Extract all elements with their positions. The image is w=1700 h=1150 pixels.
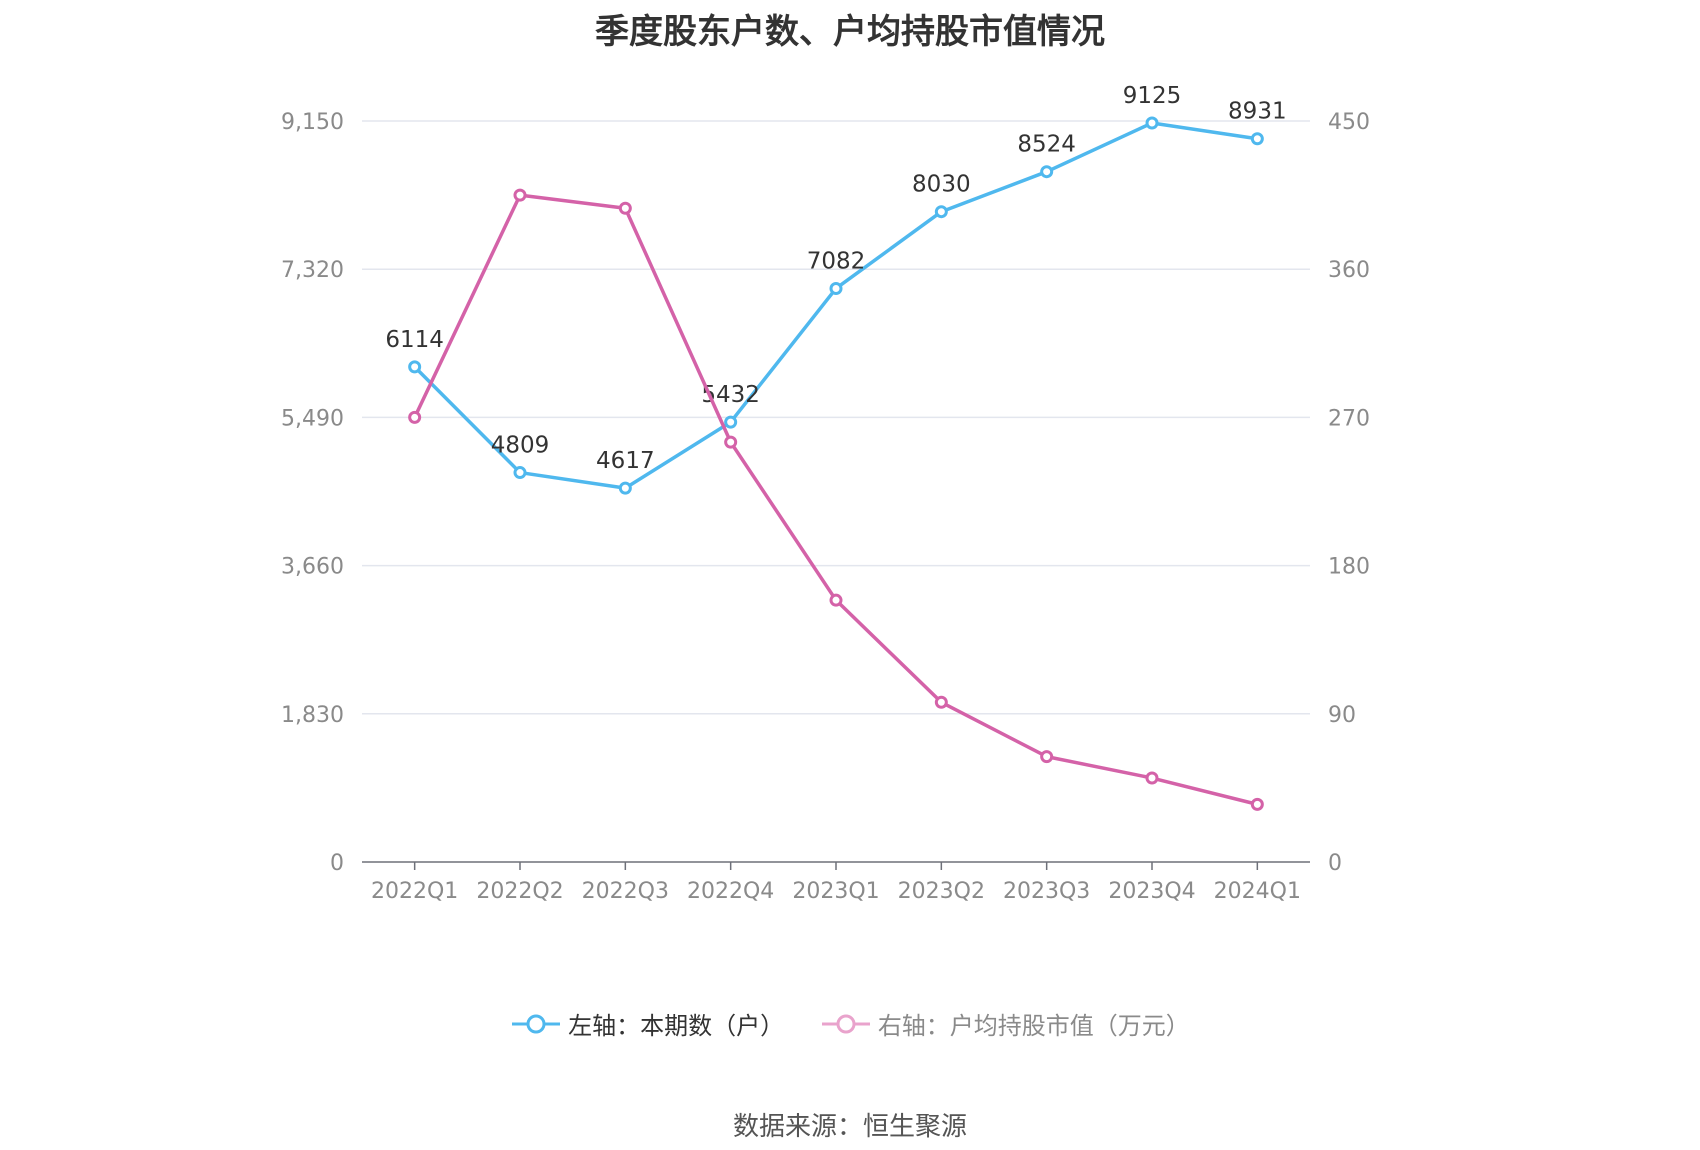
legend-marker-right-icon (821, 1014, 870, 1033)
data-point (408, 360, 422, 374)
legend-item-left-series[interactable]: 左轴：本期数（户） (510, 1006, 784, 1041)
chart-title: 季度股东户数、户均持股市值情况 (595, 12, 1105, 52)
data-source: 数据来源：恒生聚源 (732, 1112, 967, 1142)
data-point (1250, 797, 1264, 811)
data-point (1145, 116, 1159, 130)
left-tick-label: 9,150 (281, 110, 344, 135)
left-tick-label: 5,490 (281, 406, 344, 431)
data-label: 9125 (1123, 83, 1182, 109)
data-label: 4617 (596, 448, 655, 474)
legend-label-right: 右轴：户均持股市值（万元） (877, 1012, 1190, 1040)
data-label: 8030 (912, 172, 971, 198)
data-point (934, 205, 948, 219)
x-tick-label: 2022Q1 (371, 879, 458, 904)
legend-label-left: 左轴：本期数（户） (568, 1012, 785, 1040)
data-label: 6114 (385, 327, 444, 353)
left-tick-label: 0 (330, 851, 344, 876)
right-tick-label: 360 (1328, 258, 1370, 283)
data-point (408, 410, 422, 424)
data-label: 4809 (491, 433, 550, 459)
x-tick-label: 2022Q2 (476, 879, 563, 904)
x-tick-label: 2023Q2 (898, 879, 985, 904)
data-point (618, 201, 632, 215)
x-tick-label: 2022Q3 (582, 879, 669, 904)
data-point (513, 466, 527, 480)
x-tick-label: 2023Q4 (1108, 879, 1195, 904)
legend: 左轴：本期数（户） 右轴：户均持股市值（万元） (0, 1006, 1700, 1042)
right-tick-label: 180 (1328, 555, 1370, 580)
data-label: 7082 (807, 248, 866, 274)
data-point (1250, 132, 1264, 146)
data-point (829, 593, 843, 607)
axes: 0 0 1,830 90 3,660 180 5,490 270 7,320 360 9,150 45… (281, 110, 1370, 904)
grid-lines (362, 120, 1310, 715)
line-chart: 0 0 1,830 90 3,660 180 5,490 270 7,320 360 9,150 45… (281, 83, 1370, 904)
data-point (1040, 750, 1054, 764)
data-label: 8931 (1228, 99, 1287, 125)
right-tick-label: 0 (1328, 851, 1342, 876)
data-point (724, 435, 738, 449)
data-label: 8524 (1017, 132, 1076, 158)
left-tick-label: 7,320 (281, 258, 344, 283)
right-tick-label: 270 (1328, 406, 1370, 431)
data-point (934, 695, 948, 709)
x-tick-label: 2022Q4 (687, 879, 774, 904)
legend-item-right-series[interactable]: 右轴：户均持股市值（万元） (820, 1006, 1190, 1041)
x-tick-label: 2023Q3 (1003, 879, 1090, 904)
data-point (618, 481, 632, 495)
x-tick-label: 2024Q1 (1214, 879, 1301, 904)
data-point (724, 415, 738, 429)
left-tick-label: 1,830 (281, 703, 344, 728)
right-tick-label: 90 (1328, 703, 1356, 728)
right-tick-label: 450 (1328, 110, 1370, 135)
left-tick-label: 3,660 (281, 555, 344, 580)
data-point (829, 281, 843, 295)
legend-marker-left-icon (512, 1014, 561, 1033)
data-point (1040, 165, 1054, 179)
x-tick-label: 2023Q1 (792, 879, 879, 904)
data-point (1145, 771, 1159, 785)
data-point (513, 188, 527, 202)
